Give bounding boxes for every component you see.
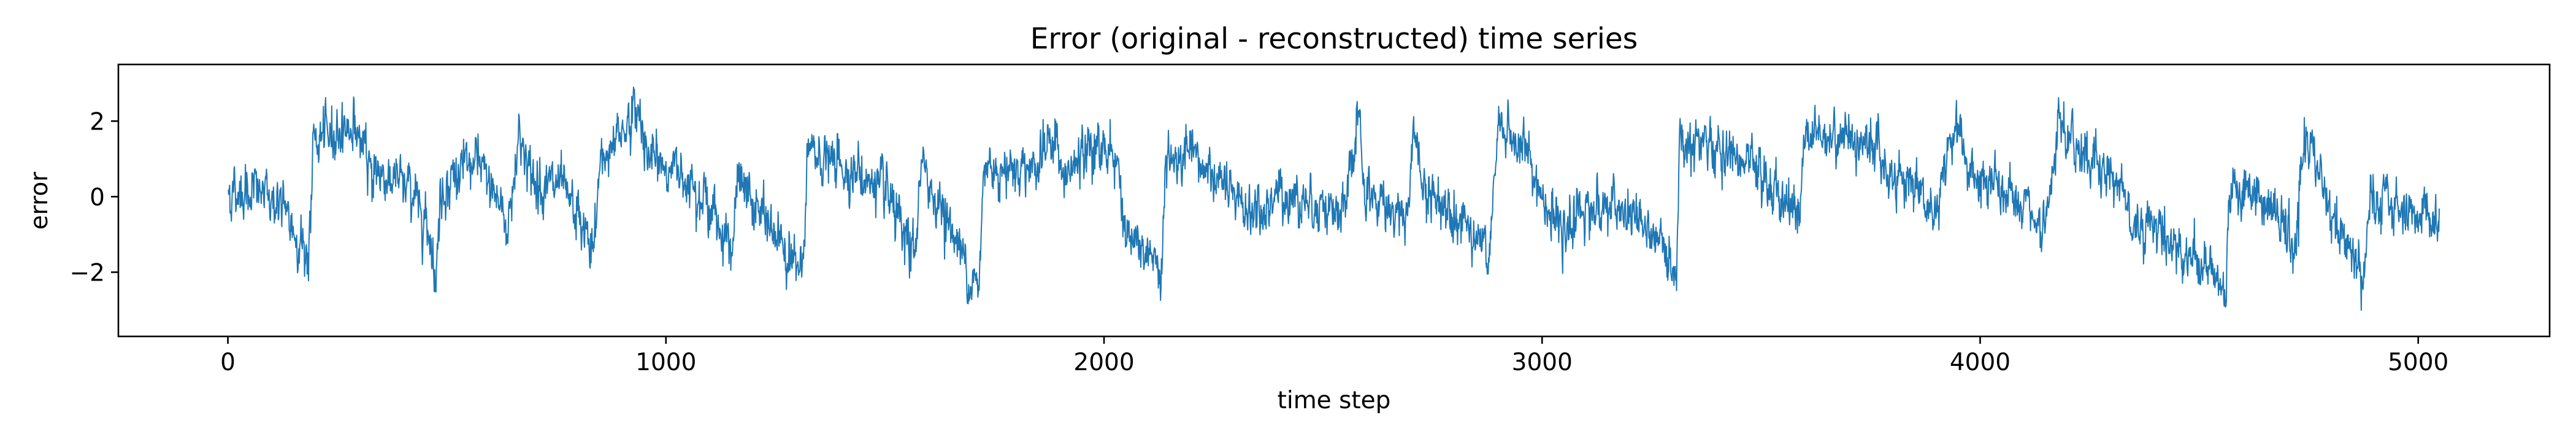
x-tick-label: 3000	[1512, 349, 1573, 376]
series-layer	[228, 86, 2440, 311]
x-tick-label: 0	[220, 349, 236, 376]
x-tick-label: 4000	[1950, 349, 2011, 376]
x-tick-label: 2000	[1073, 349, 1134, 376]
chart-title: Error (original - reconstructed) time se…	[1030, 22, 1638, 56]
y-tick-label: −2	[70, 259, 105, 287]
y-axis-label: error	[26, 171, 53, 230]
x-axis-ticks: 0 1000 2000 3000 4000 5000	[220, 336, 2448, 376]
x-axis-label: time step	[1278, 387, 1391, 414]
x-tick-label: 1000	[635, 349, 696, 376]
y-tick-label: 2	[90, 108, 105, 136]
y-axis-ticks: −2 0 2	[70, 108, 118, 287]
x-tick-label: 5000	[2388, 349, 2448, 376]
y-tick-label: 0	[90, 184, 105, 211]
axes-frame	[117, 63, 2551, 338]
error-series-line	[228, 86, 2440, 311]
